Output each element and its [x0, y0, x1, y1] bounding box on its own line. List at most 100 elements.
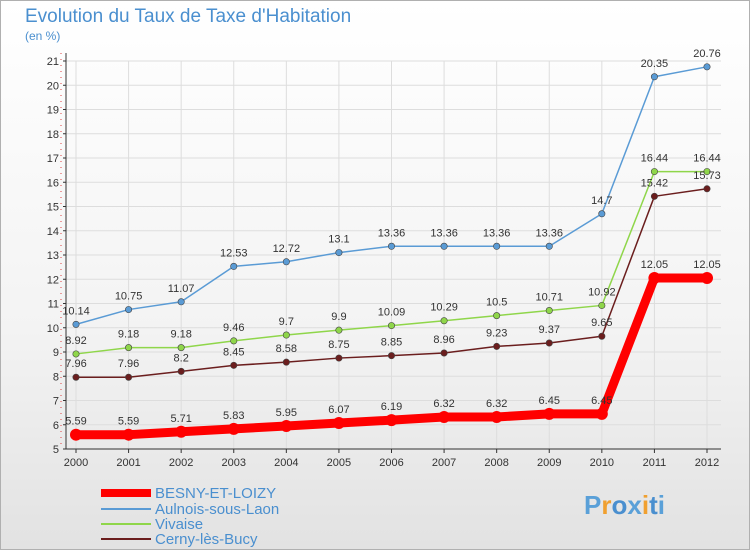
x-tick-label: 2012 [695, 457, 719, 469]
data-point [438, 410, 451, 423]
y-tick-label: 16 [47, 177, 59, 189]
y-tick-label: 7 [53, 396, 59, 408]
data-label: 16.44 [693, 153, 721, 165]
data-label: 6.19 [381, 401, 402, 413]
data-point [598, 210, 606, 218]
data-label: 12.53 [220, 247, 248, 259]
data-point [72, 350, 80, 358]
data-label: 8.58 [276, 343, 297, 355]
data-label: 13.36 [430, 227, 458, 239]
data-point [703, 168, 711, 176]
data-label: 13.1 [328, 234, 349, 246]
y-tick-label: 18 [47, 129, 59, 141]
data-label: 10.09 [378, 307, 406, 319]
data-label: 8.45 [223, 346, 244, 358]
x-tick-label: 2001 [116, 457, 140, 469]
data-point [125, 373, 133, 381]
data-label: 9.46 [223, 322, 244, 334]
legend-swatch-cerny [101, 538, 151, 540]
data-label: 7.96 [118, 358, 139, 370]
data-label: 13.36 [483, 227, 511, 239]
legend-swatch-vivaise [101, 523, 151, 525]
data-label: 6.07 [328, 404, 349, 416]
data-point [493, 242, 501, 250]
data-label: 16.44 [641, 153, 669, 165]
y-tick-label: 13 [47, 250, 59, 262]
logo-letter: i [657, 490, 665, 520]
data-label: 6.32 [486, 398, 507, 410]
data-point [230, 337, 238, 345]
data-point [598, 301, 606, 309]
data-label: 9.65 [591, 317, 612, 329]
x-tick-label: 2011 [643, 457, 667, 469]
data-label: 8.96 [433, 334, 454, 346]
data-point [230, 361, 238, 369]
data-point [335, 354, 343, 362]
y-tick-label: 15 [47, 202, 59, 214]
y-tick-label: 21 [47, 56, 59, 68]
y-tick-label: 10 [47, 323, 59, 335]
data-label: 10.29 [430, 302, 458, 314]
y-tick-label: 14 [47, 226, 59, 238]
data-point [332, 417, 345, 430]
data-label: 10.5 [486, 297, 507, 309]
data-point [70, 428, 82, 441]
data-point [543, 407, 556, 420]
data-label: 5.83 [223, 410, 244, 422]
data-label: 20.35 [641, 58, 669, 70]
data-point [125, 344, 133, 352]
data-point [282, 258, 290, 266]
data-point [595, 407, 608, 420]
legend-swatch-aulnois [101, 508, 151, 510]
legend-label-cerny: Cerny-lès-Bucy [155, 531, 258, 548]
x-tick-label: 2010 [590, 457, 614, 469]
legend-label-besny: BESNY-ET-LOIZY [155, 485, 277, 502]
data-point [650, 168, 658, 176]
data-point [493, 312, 501, 320]
legend-swatch-besny [101, 489, 151, 497]
x-tick-label: 2005 [327, 457, 351, 469]
data-point [280, 419, 293, 432]
data-point [125, 306, 133, 314]
data-label: 12.72 [273, 243, 301, 255]
data-point [701, 272, 713, 285]
data-label: 7.96 [65, 358, 86, 370]
data-point [282, 331, 290, 339]
y-tick-label: 19 [47, 105, 59, 117]
y-tick-label: 8 [53, 371, 59, 383]
data-label: 5.95 [276, 407, 297, 419]
data-label: 9.37 [539, 324, 560, 336]
logo-letter: x [627, 490, 642, 520]
data-point [282, 358, 290, 366]
data-point [650, 73, 658, 81]
y-tick-label: 9 [53, 347, 59, 359]
data-label: 5.59 [118, 416, 139, 428]
data-label: 12.05 [693, 259, 721, 271]
data-label: 14.7 [591, 195, 612, 207]
data-label: 9.23 [486, 327, 507, 339]
chart-subtitle: (en %) [25, 29, 61, 43]
x-tick-label: 2004 [274, 457, 298, 469]
data-label: 10.71 [535, 292, 563, 304]
data-point [703, 63, 711, 71]
y-tick-label: 12 [47, 274, 59, 286]
data-label: 5.71 [170, 413, 191, 425]
x-tick-label: 2008 [484, 457, 508, 469]
x-tick-label: 2000 [64, 457, 88, 469]
data-point [387, 242, 395, 250]
data-point [545, 307, 553, 315]
y-tick-label: 11 [48, 299, 59, 311]
y-tick-label: 17 [47, 153, 59, 165]
data-point [490, 410, 503, 423]
data-label: 10.14 [62, 305, 90, 317]
data-label: 5.59 [65, 416, 86, 428]
data-point [648, 272, 661, 285]
data-label: 9.7 [279, 316, 294, 328]
logo-letter: t [649, 490, 658, 520]
y-tick-label: 20 [47, 80, 59, 92]
data-point [440, 349, 448, 357]
x-tick-label: 2003 [222, 457, 246, 469]
data-label: 8.75 [328, 339, 349, 351]
data-label: 8.92 [65, 335, 86, 347]
